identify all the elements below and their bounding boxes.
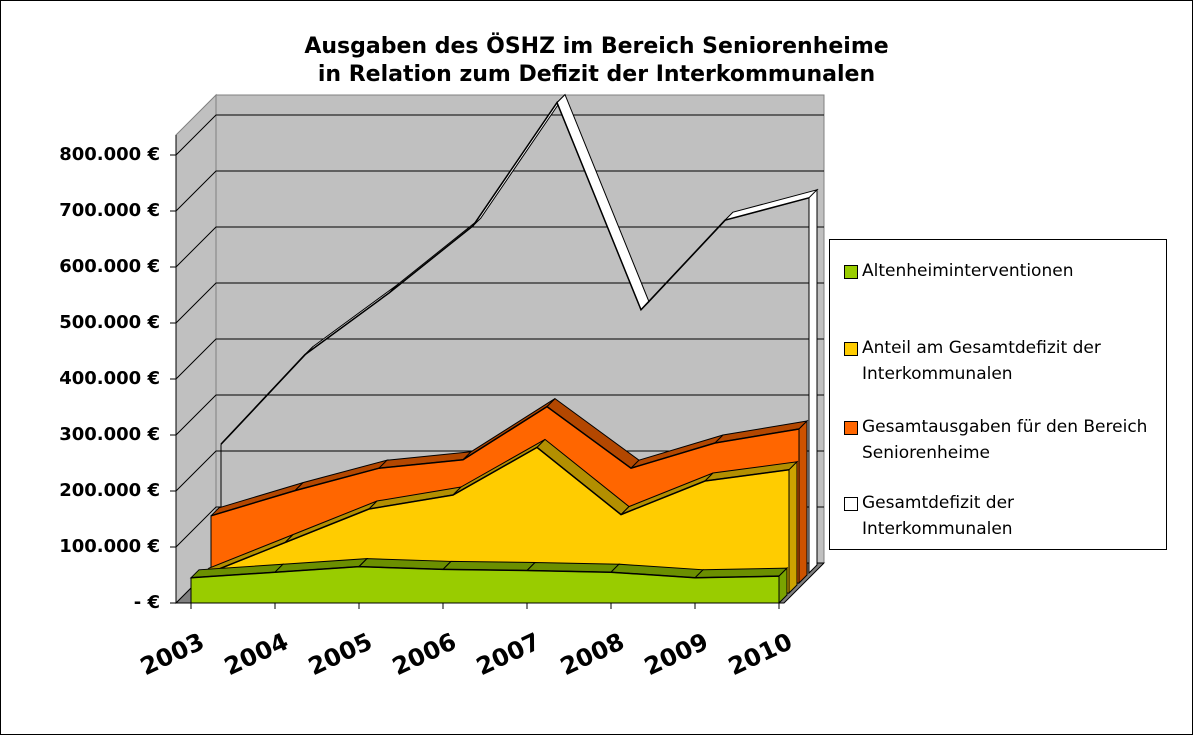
y-tick-label: 100.000 € [59, 536, 160, 557]
x-tick-label: 2008 [556, 627, 628, 681]
area-end [798, 419, 808, 585]
grid-line [175, 226, 824, 268]
x-tick-label: 2003 [136, 627, 208, 681]
x-tick-label: 2009 [640, 627, 712, 681]
grid-line [175, 338, 824, 380]
chart-title: in Relation zum Defizit der Interkommuna… [317, 62, 876, 87]
y-tick-label: 500.000 € [59, 312, 160, 333]
x-tick-label: 2004 [220, 627, 292, 681]
legend-swatch [844, 421, 858, 435]
y-tick-label: 400.000 € [59, 368, 160, 389]
legend-swatch [844, 342, 858, 356]
y-tick-label: 300.000 € [59, 424, 160, 445]
area-line [190, 565, 780, 579]
legend-item: Gesamtdefizit der Interkommunalen [844, 490, 1154, 542]
legend-label: Gesamtdefizit der Interkommunalen [862, 493, 1015, 539]
x-tick-label: 2005 [304, 627, 376, 681]
y-tick-label: - € [134, 592, 160, 613]
legend: Altenheiminterventionen Anteil am Gesamtd… [829, 239, 1167, 550]
grid-line [175, 170, 824, 212]
chart-title: Ausgaben des ÖSHZ im Bereich Seniorenhei… [304, 34, 889, 59]
grid-line [175, 282, 824, 324]
x-tick-label: 2006 [388, 627, 460, 681]
area-line [200, 446, 790, 577]
legend-swatch [844, 265, 858, 279]
area-end [808, 188, 818, 575]
grid-line [175, 114, 824, 156]
y-tick-label: 200.000 € [59, 480, 160, 501]
area-end [788, 460, 798, 595]
legend-item: Anteil am Gesamtdefizit der Interkommuna… [844, 335, 1154, 387]
legend-label: Anteil am Gesamtdefizit der Interkommuna… [862, 338, 1101, 384]
legend-item: Altenheiminterventionen [844, 258, 1154, 284]
y-tick-label: 600.000 € [59, 256, 160, 277]
y-tick-label: 800.000 € [59, 144, 160, 165]
grid-line [175, 394, 824, 436]
x-tick-label: 2007 [472, 627, 544, 681]
legend-label: Altenheiminterventionen [862, 261, 1074, 281]
legend-label: Gesamtausgaben für den Bereich Seniorenh… [862, 417, 1148, 463]
legend-item: Gesamtausgaben für den Bereich Seniorenh… [844, 414, 1154, 466]
legend-swatch [844, 497, 858, 511]
y-tick-label: 700.000 € [59, 200, 160, 221]
area-line [210, 405, 800, 517]
area-line [220, 101, 810, 445]
x-tick-label: 2010 [724, 627, 796, 681]
